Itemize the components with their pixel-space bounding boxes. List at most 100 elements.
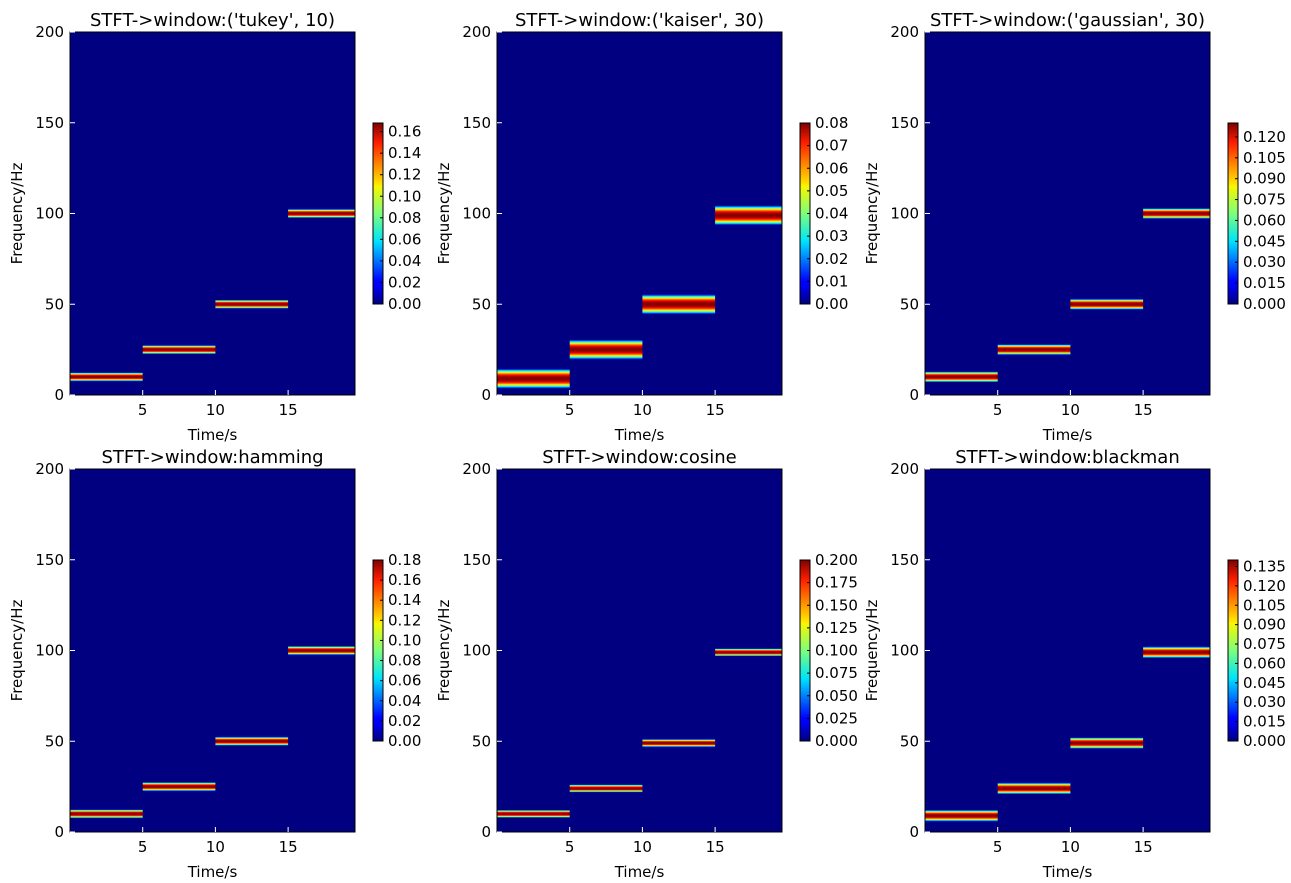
panel-5-colorbar-tick-0.000: 0.000: [815, 732, 858, 750]
panel-5-ytick-150: 150: [462, 551, 491, 569]
panel-3-band-3: [1070, 298, 1144, 310]
panel-3-colorbar-tick-0.105: 0.105: [1243, 149, 1286, 167]
panel-1-band-4: [288, 208, 355, 219]
panel-2-ytick-50: 50: [472, 295, 491, 313]
panel-5-ytick-200: 200: [462, 460, 491, 478]
panel-4-colorbar-tick-0.02: 0.02: [388, 712, 421, 730]
panel-1-colorbar-tick-0.00: 0.00: [388, 295, 421, 313]
panel-5-ytick-50: 50: [472, 732, 491, 750]
panel-5-ylabel: Frequency/Hz: [435, 600, 453, 702]
panel-6-band-2: [997, 782, 1071, 795]
panel-6-colorbar-tick-0.015: 0.015: [1243, 713, 1286, 731]
panel-4-xtick-15: 15: [279, 838, 298, 856]
panel-3-xtick-5: 5: [993, 401, 1003, 419]
panel-6-colorbar-tick-0.060: 0.060: [1243, 654, 1286, 672]
panel-1-colorbar-tick-0.16: 0.16: [388, 123, 421, 141]
panel-2-band-3: [642, 294, 716, 315]
panel-5-colorbar-tick-0.200: 0.200: [815, 551, 858, 569]
panel-4-colorbar-tick-0.12: 0.12: [388, 611, 421, 629]
panel-1-band-2: [142, 345, 216, 355]
panel-4-band-4: [288, 645, 355, 656]
panel-3-colorbar-tick-0.120: 0.120: [1243, 128, 1286, 146]
panel-3-colorbar-tick-0.000: 0.000: [1243, 295, 1286, 313]
panel-6-ylabel: Frequency/Hz: [863, 600, 881, 702]
panel-6-band-4: [1143, 646, 1210, 659]
panel-4-xtick-5: 5: [138, 838, 148, 856]
panel-3-xtick-15: 15: [1134, 401, 1153, 419]
panel-4-colorbar: [372, 559, 384, 742]
panel-2-ytick-0: 0: [481, 386, 491, 404]
panel-5-colorbar-tick-0.075: 0.075: [815, 664, 858, 682]
panel-4-band-3: [215, 736, 289, 746]
panel-3-xlabel: Time/s: [1042, 426, 1093, 444]
panel-1-ytick-100: 100: [35, 205, 64, 223]
panel-2-title: STFT->window:('kaiser', 30): [515, 10, 764, 31]
panel-6-colorbar-tick-0.135: 0.135: [1243, 557, 1286, 575]
panel-1-band-3: [215, 299, 289, 309]
panel-3-ylabel: Frequency/Hz: [863, 163, 881, 265]
panel-4-ytick-150: 150: [35, 551, 64, 569]
panel-2-colorbar-tick-0.00: 0.00: [815, 295, 848, 313]
panel-3-ytick-0: 0: [909, 386, 919, 404]
panel-5-xtick-15: 15: [706, 838, 725, 856]
panel-3-colorbar: [1227, 122, 1239, 305]
panel-4-ylabel: Frequency/Hz: [8, 600, 26, 702]
panel-6-xtick-15: 15: [1134, 838, 1153, 856]
panel-5-band-3: [642, 739, 716, 748]
panel-6-colorbar-tick-0.030: 0.030: [1243, 693, 1286, 711]
panel-2-colorbar-tick-0.08: 0.08: [815, 114, 848, 132]
panel-2-colorbar-tick-0.07: 0.07: [815, 137, 848, 155]
panel-3-xtick-10: 10: [1061, 401, 1080, 419]
panel-3-band-1: [925, 371, 998, 383]
panel-4-colorbar-tick-0.18: 0.18: [388, 551, 421, 569]
panel-4-title: STFT->window:hamming: [101, 447, 323, 468]
panel-6-colorbar-tick-0.105: 0.105: [1243, 596, 1286, 614]
panel-5-colorbar-tick-0.100: 0.100: [815, 642, 858, 660]
panel-3-colorbar-tick-0.030: 0.030: [1243, 253, 1286, 271]
panel-2-ytick-100: 100: [462, 205, 491, 223]
panel-6-colorbar-tick-0.000: 0.000: [1243, 732, 1286, 750]
panel-3-ytick-200: 200: [890, 23, 919, 41]
panel-1-xtick-15: 15: [279, 401, 298, 419]
panel-3-ytick-50: 50: [900, 295, 919, 313]
panel-1-ytick-200: 200: [35, 23, 64, 41]
panel-6-colorbar: [1227, 559, 1239, 742]
panel-1-colorbar-tick-0.08: 0.08: [388, 209, 421, 227]
panel-4-colorbar-tick-0.16: 0.16: [388, 571, 421, 589]
panel-4-ytick-0: 0: [54, 823, 64, 841]
panel-2-colorbar-tick-0.04: 0.04: [815, 205, 848, 223]
panel-3-band-2: [997, 344, 1071, 356]
panel-1-title: STFT->window:('tukey', 10): [90, 10, 335, 31]
panel-1-colorbar-tick-0.04: 0.04: [388, 252, 421, 270]
panel-5-band-4: [715, 648, 782, 657]
panel-5-colorbar-tick-0.175: 0.175: [815, 574, 858, 592]
panel-4-colorbar-tick-0.06: 0.06: [388, 672, 421, 690]
panel-5-colorbar-tick-0.025: 0.025: [815, 709, 858, 727]
panel-2-colorbar-tick-0.01: 0.01: [815, 272, 848, 290]
panel-5-ytick-0: 0: [481, 823, 491, 841]
panel-1-ytick-0: 0: [54, 386, 64, 404]
panel-1-colorbar-tick-0.14: 0.14: [388, 144, 421, 162]
panel-5-xtick-10: 10: [633, 838, 652, 856]
panel-1-colorbar-tick-0.10: 0.10: [388, 187, 421, 205]
panel-3-colorbar-tick-0.075: 0.075: [1243, 191, 1286, 209]
panel-6-colorbar-tick-0.090: 0.090: [1243, 616, 1286, 634]
panel-6-band-3: [1070, 737, 1144, 749]
panel-5-title: STFT->window:cosine: [542, 447, 737, 468]
panel-2-colorbar-tick-0.06: 0.06: [815, 159, 848, 177]
panel-3-colorbar-tick-0.090: 0.090: [1243, 170, 1286, 188]
panel-2-xtick-10: 10: [633, 401, 652, 419]
panel-3-colorbar-tick-0.015: 0.015: [1243, 274, 1286, 292]
panel-6-ytick-200: 200: [890, 460, 919, 478]
panel-4-ytick-200: 200: [35, 460, 64, 478]
panel-1-xtick-10: 10: [206, 401, 225, 419]
panel-3-colorbar-tick-0.045: 0.045: [1243, 232, 1286, 250]
panel-4-xtick-10: 10: [206, 838, 225, 856]
panel-3-band-4: [1143, 208, 1210, 219]
panel-1-colorbar: [372, 122, 384, 305]
panel-2-band-4: [715, 205, 782, 226]
panel-5-colorbar-tick-0.050: 0.050: [815, 687, 858, 705]
panel-2-xtick-5: 5: [565, 401, 575, 419]
panel-3-ytick-100: 100: [890, 205, 919, 223]
panel-2-band-1: [497, 368, 570, 389]
